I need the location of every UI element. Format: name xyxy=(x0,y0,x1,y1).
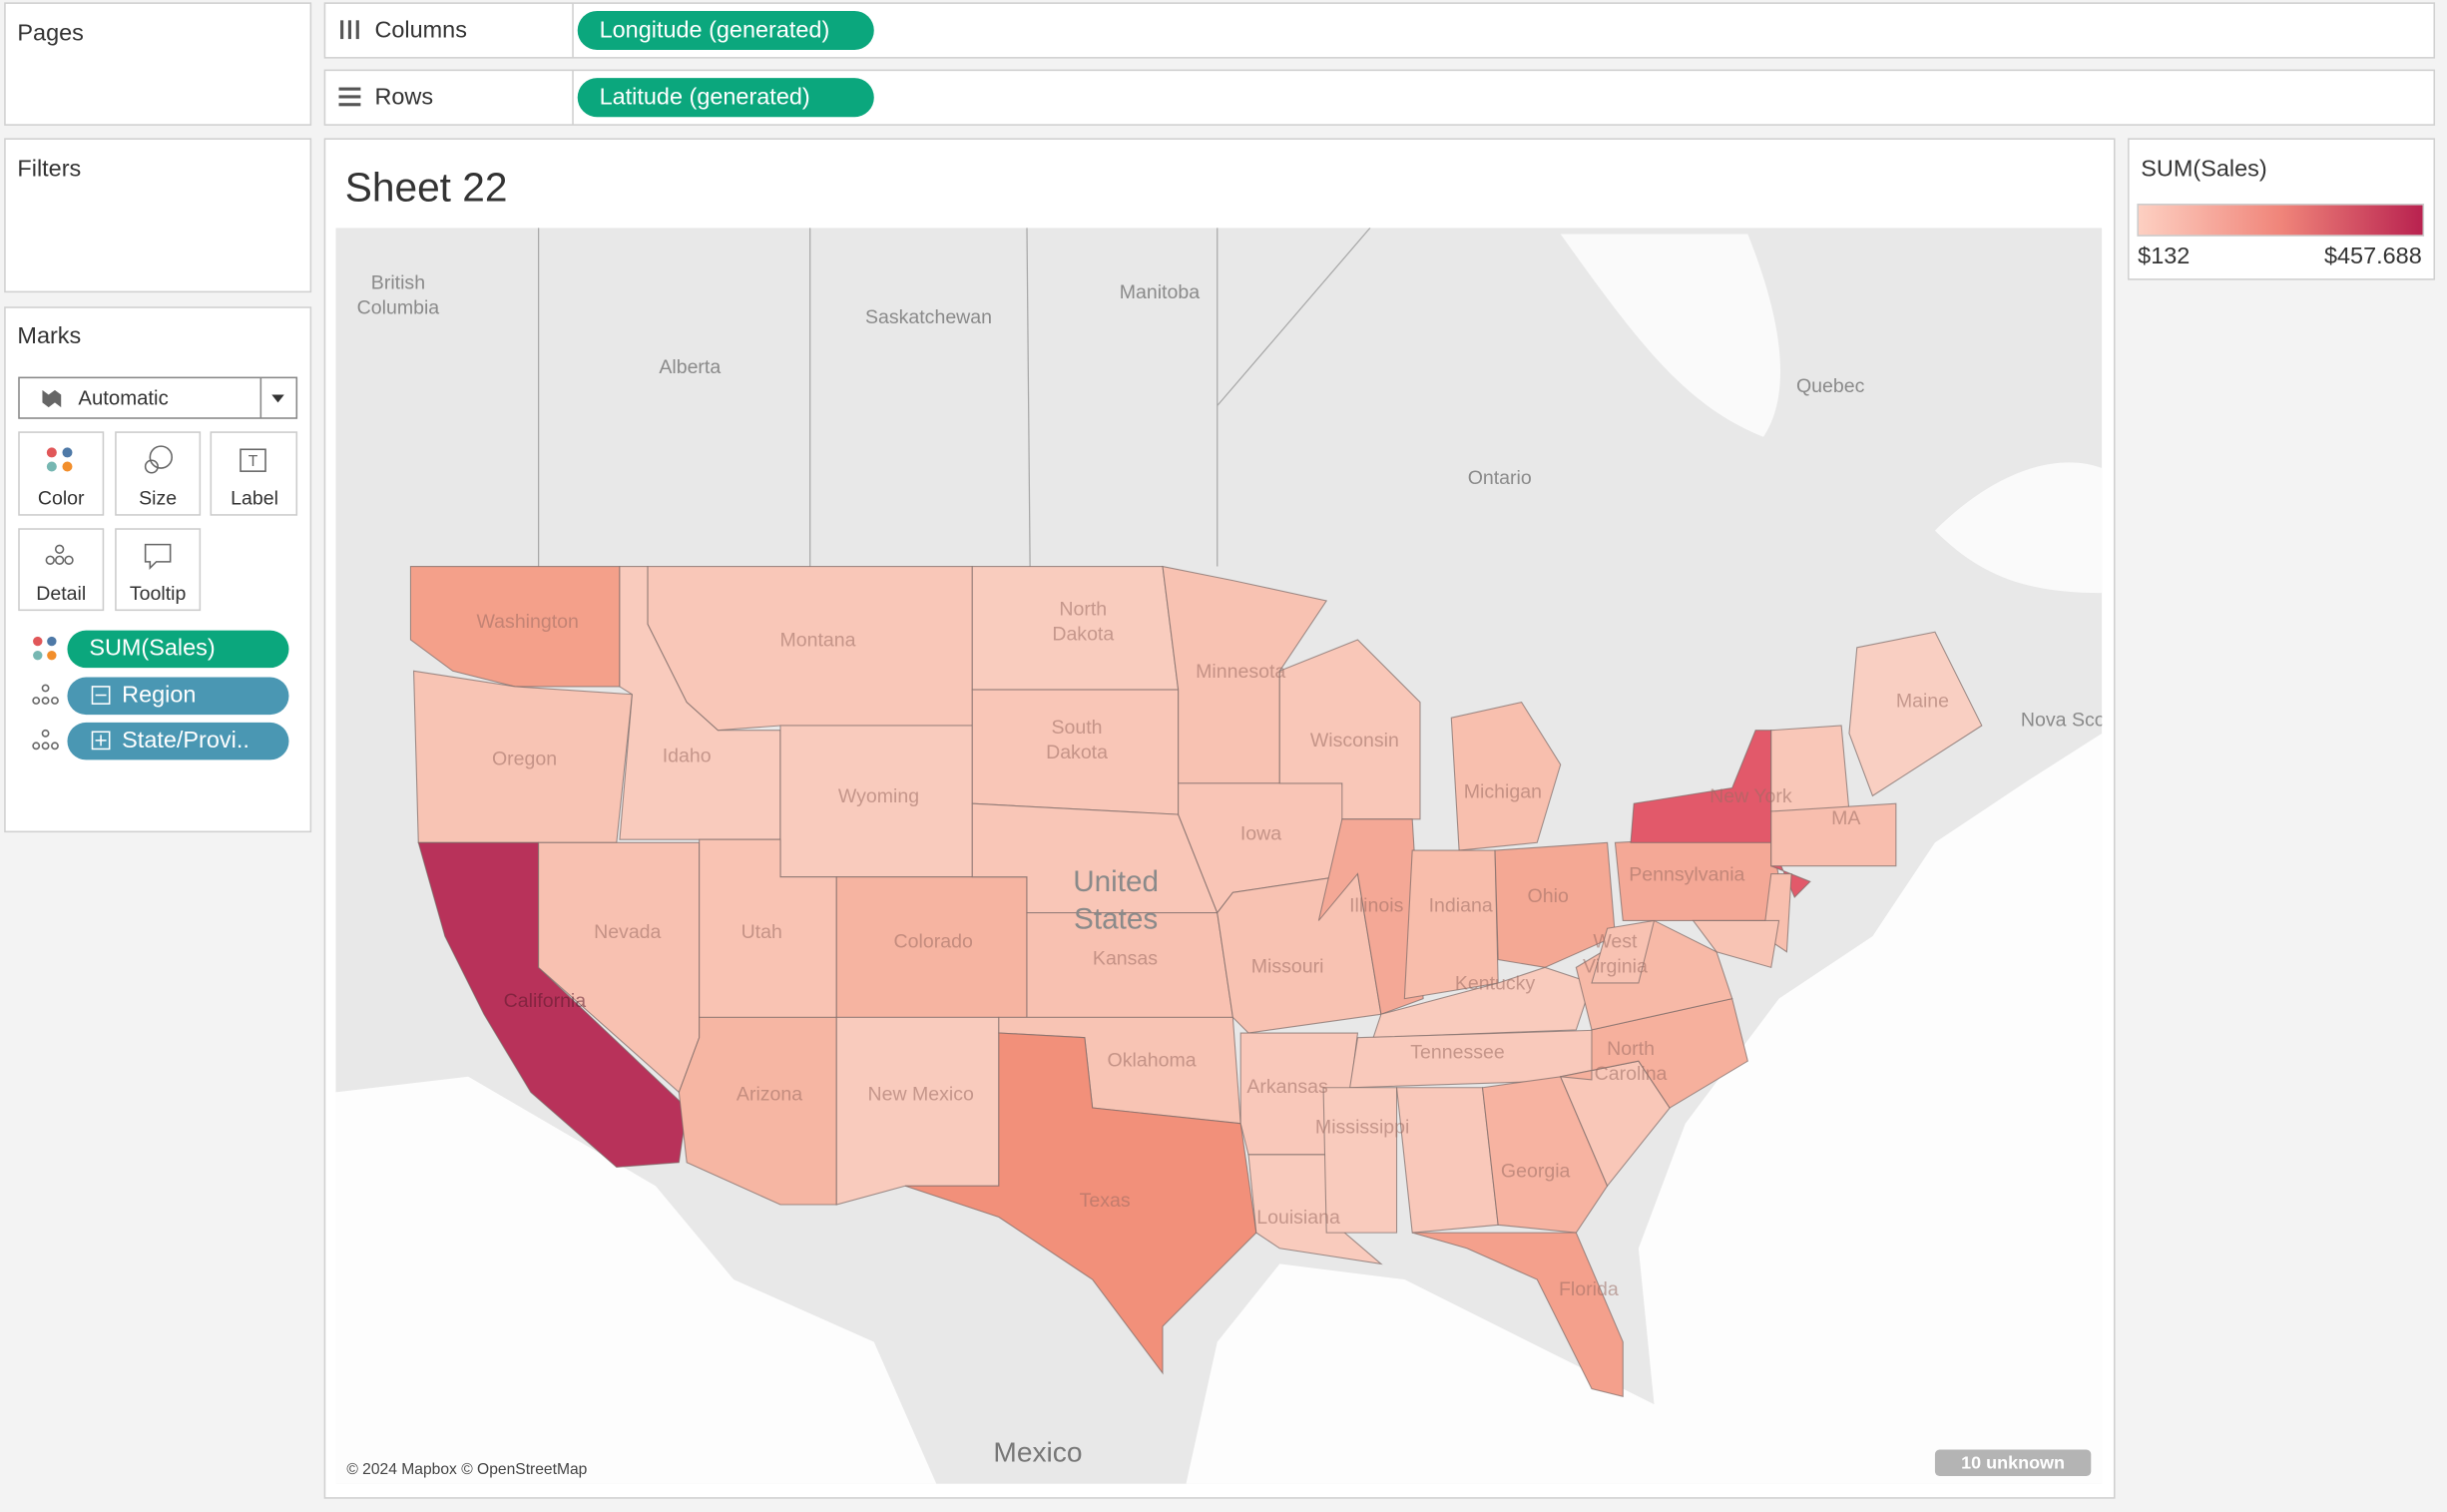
columns-label: Columns xyxy=(374,16,466,42)
legend-min: $132 xyxy=(2138,243,2190,268)
marks-title: Marks xyxy=(17,322,81,348)
color-ramp xyxy=(2137,204,2425,237)
legend-title: SUM(Sales) xyxy=(2141,156,2266,182)
rows-pill-text[interactable]: Latitude (generated) xyxy=(600,84,810,110)
map-label: Manitoba xyxy=(1120,281,1200,303)
map-label: Saskatchewan xyxy=(865,306,992,328)
map-label: Nova Scotia xyxy=(2021,709,2126,731)
marks-pills: SUM(Sales) Region State/Provi.. xyxy=(32,630,289,760)
sales-pill[interactable] xyxy=(67,630,289,669)
state-label: Georgia xyxy=(1501,1160,1571,1182)
atlantic xyxy=(1186,733,2103,1484)
state-label: Tennessee xyxy=(1410,1041,1504,1063)
state-label: Colorado xyxy=(894,930,973,952)
state-label: Texas xyxy=(1080,1190,1131,1212)
rows-label: Rows xyxy=(374,84,433,110)
columns-pill-text[interactable]: Longitude (generated) xyxy=(600,16,830,42)
svg-text:T: T xyxy=(248,453,258,470)
state-label: Kansas xyxy=(1093,948,1158,970)
state-label: Oklahoma xyxy=(1108,1049,1197,1071)
map-label: Quebec xyxy=(1796,375,1865,397)
tooltip-button[interactable] xyxy=(115,528,202,612)
state-label: Montana xyxy=(779,630,855,652)
pill-text[interactable]: SUM(Sales) xyxy=(89,635,215,661)
state-label: Maine xyxy=(1896,691,1949,713)
state-label: New York xyxy=(1710,785,1792,807)
state-label: Minnesota xyxy=(1196,661,1285,683)
pacific xyxy=(335,1076,937,1484)
state-label: Arizona xyxy=(736,1084,802,1106)
state-label: North Dakota xyxy=(1052,598,1114,645)
label-button[interactable] xyxy=(210,431,298,516)
state-label: Wyoming xyxy=(838,785,919,807)
state-label: West Virginia xyxy=(1583,930,1648,977)
map-labels: British Columbia Saskatchewan Manitoba Al… xyxy=(357,272,2126,1468)
state-label: MA xyxy=(1831,807,1860,829)
state-label: Missouri xyxy=(1251,956,1324,978)
state-label: Idaho xyxy=(663,745,712,766)
country-label: Mexico xyxy=(993,1437,1082,1468)
state-label: Michigan xyxy=(1464,780,1542,802)
state-label: California xyxy=(504,990,587,1012)
columns-icon xyxy=(340,20,359,40)
state-label: Washington xyxy=(476,611,578,633)
state-label: Oregon xyxy=(492,749,557,770)
detail-button[interactable] xyxy=(18,528,105,612)
state-label: Ohio xyxy=(1528,885,1569,907)
filters-title: Filters xyxy=(17,156,81,182)
state-label: Florida xyxy=(1559,1278,1619,1300)
gulf xyxy=(1934,462,2103,594)
state-label: Indiana xyxy=(1429,895,1493,917)
province-borders xyxy=(538,228,1371,567)
mark-buttons: Color Size T Label Detail Tooltip xyxy=(18,431,298,612)
dropdown-arrow[interactable] xyxy=(271,394,284,403)
mark-type[interactable]: Automatic xyxy=(78,388,168,410)
pill-text[interactable]: Region xyxy=(122,681,196,707)
map: British Columbia Saskatchewan Manitoba Al… xyxy=(335,228,2126,1484)
state-label: Iowa xyxy=(1240,823,1281,845)
columns-pill[interactable] xyxy=(577,10,874,51)
pages-title: Pages xyxy=(17,20,83,46)
map-label: Ontario xyxy=(1468,467,1532,489)
state-label: Illinois xyxy=(1349,895,1404,917)
states xyxy=(409,565,1983,1398)
state-label: South Dakota xyxy=(1046,717,1108,763)
state-label: Pennsylvania xyxy=(1629,863,1744,885)
state-label: Utah xyxy=(741,921,782,943)
filters-panel xyxy=(4,138,312,293)
state-label: Arkansas xyxy=(1246,1076,1328,1098)
pages-panel xyxy=(4,2,312,126)
button-label[interactable]: Detail xyxy=(36,583,86,605)
legend-max: $457.688 xyxy=(2324,243,2422,268)
state-label: North Carolina xyxy=(1595,1038,1668,1085)
pill-text[interactable]: State/Provi.. xyxy=(122,727,249,753)
state-label: Kentucky xyxy=(1455,973,1536,995)
attribution: © 2024 Mapbox © OpenStreetMap xyxy=(346,1461,587,1478)
button-label[interactable]: Tooltip xyxy=(130,583,187,605)
map-label: Alberta xyxy=(659,356,721,378)
country-label: United States xyxy=(1073,865,1159,936)
state-label: Louisiana xyxy=(1256,1207,1340,1229)
region-pill[interactable] xyxy=(67,677,289,716)
color-button[interactable] xyxy=(18,431,105,516)
state-label: New Mexico xyxy=(867,1084,974,1106)
unknown-indicator[interactable]: 10 unknown xyxy=(1961,1452,2065,1472)
unknown-badge[interactable] xyxy=(1934,1449,2092,1477)
map-label: British Columbia xyxy=(357,272,440,319)
mark-type-dropdown[interactable] xyxy=(18,376,298,419)
rows-pill[interactable] xyxy=(577,78,874,118)
sheet-title: Sheet 22 xyxy=(345,164,508,210)
button-label[interactable]: Size xyxy=(139,487,177,509)
button-label[interactable]: Color xyxy=(38,487,85,509)
state-label: Nevada xyxy=(594,921,661,943)
hudson-bay xyxy=(1560,234,1781,437)
button-label[interactable]: Label xyxy=(231,487,278,509)
state-label: Wisconsin xyxy=(1310,730,1399,752)
state-label: Mississippi xyxy=(1315,1117,1409,1139)
rows-icon xyxy=(338,87,361,107)
state-pill[interactable] xyxy=(67,722,289,760)
map-icon xyxy=(42,389,62,408)
